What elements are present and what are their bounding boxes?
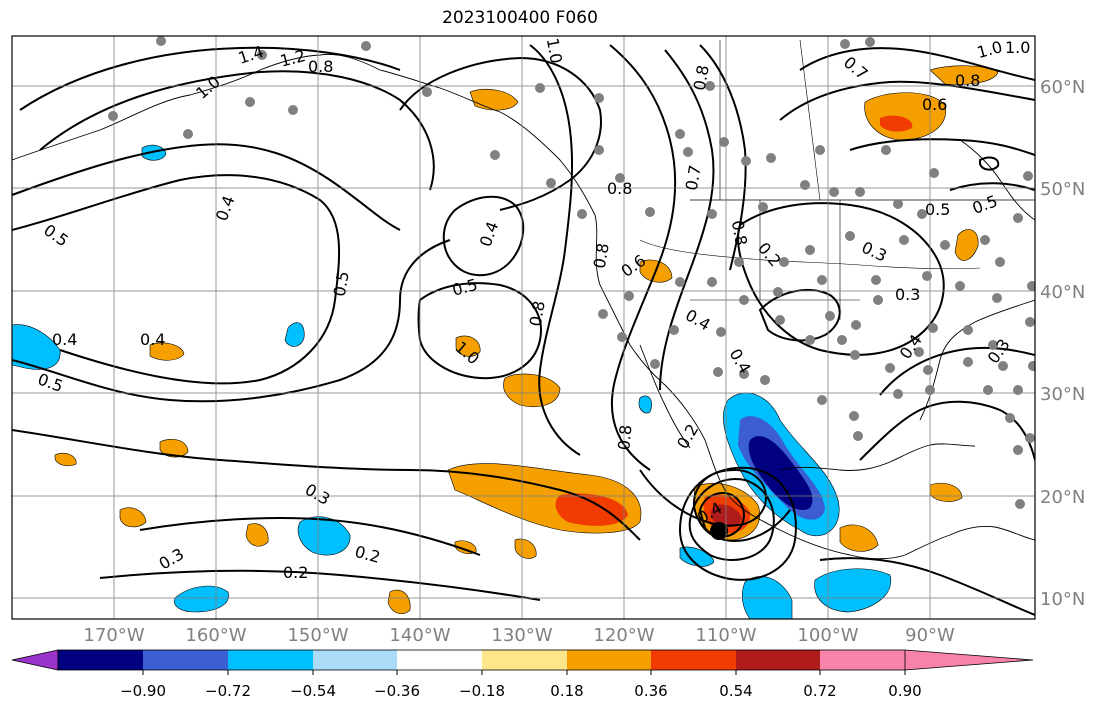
colorbar-ticks: [142, 670, 906, 675]
colorbar-tick-label: −0.90: [120, 682, 166, 700]
contour-label: 0.2: [283, 563, 308, 582]
colorbar-segment: [397, 650, 482, 670]
negative-region-small-4: [679, 546, 715, 567]
colorbar-tick-label: −0.54: [290, 682, 336, 700]
contour-label: 1.0: [1005, 38, 1030, 57]
station-dots: [108, 36, 1035, 509]
colorbar-tick-label: 0.18: [550, 682, 583, 700]
contour-label: 0.4: [140, 330, 165, 349]
contour-label: 0.3: [895, 285, 920, 304]
negative-region-south-2: [297, 516, 351, 556]
lat-label-20n: 20°N: [1040, 487, 1085, 508]
contour-label: 0.8: [614, 424, 635, 451]
contour-label: 0.8: [607, 179, 632, 198]
negative-region-small-2: [141, 144, 167, 161]
contour-label: 1.0: [543, 37, 566, 65]
colorbar-segment: [313, 650, 397, 670]
positive-region-ne-top: [929, 65, 999, 85]
colorbar-segment: [58, 650, 143, 670]
positive-region-west-3: [119, 507, 147, 528]
lon-label-100w: 100°W: [797, 625, 858, 646]
lat-label-50n: 50°N: [1040, 179, 1085, 200]
plot-border: [11, 35, 1036, 620]
lon-label-110w: 110°W: [695, 625, 756, 646]
contour-label: 0.8: [728, 219, 751, 247]
storm-center-marker: [710, 522, 728, 540]
contour-label: 0.5: [925, 200, 950, 219]
lat-label-10n: 10°N: [1040, 589, 1085, 610]
negative-region-small-1: [284, 322, 305, 347]
contour-label: 0.4: [52, 330, 77, 349]
colorbar-tick-labels: −0.90 −0.72 −0.54 −0.36 −0.18 0.18 0.36 …: [120, 682, 922, 700]
negative-core-deep: [748, 436, 813, 510]
contour-label: 0.6: [922, 95, 947, 114]
lon-label-170w: 170°W: [83, 625, 144, 646]
colorbar-tick-label: 0.36: [634, 682, 667, 700]
lat-label-30n: 30°N: [1040, 384, 1085, 405]
positive-region-south-c: [454, 540, 477, 554]
colorbar-segment: [143, 650, 228, 670]
colorbar-segment: [736, 650, 820, 670]
positive-region-35n: [455, 335, 481, 357]
negative-region-south-1: [174, 585, 229, 613]
negative-region-small-3: [638, 395, 652, 414]
colorbar-tick-label: 0.72: [803, 682, 836, 700]
colorbar-tick-label: 0.90: [888, 682, 921, 700]
lon-label-90w: 90°W: [905, 625, 955, 646]
colorbar: −0.90 −0.72 −0.54 −0.36 −0.18 0.18 0.36 …: [11, 649, 1034, 700]
positive-core-northeast: [880, 115, 913, 132]
latitude-labels: 60°N 50°N 40°N 30°N 20°N 10°N: [1040, 77, 1085, 610]
contour-label: 0.8: [590, 242, 613, 270]
positive-region-south-e: [839, 524, 879, 552]
colorbar-tick-label: 0.54: [719, 682, 752, 700]
positive-region-west-1: [149, 342, 185, 361]
contour-label: 0.8: [690, 64, 713, 92]
map-title: 2023100400 F060: [442, 8, 598, 28]
lat-label-60n: 60°N: [1040, 77, 1085, 98]
colorbar-segment: [482, 650, 567, 670]
shaded-fields: [12, 65, 999, 619]
colorbar-extend-low: [11, 649, 59, 671]
positive-region-south-a: [245, 523, 269, 547]
colorbar-tick-label: −0.36: [374, 682, 420, 700]
colorbar-tick-label: −0.72: [205, 682, 251, 700]
positive-core-main: [555, 493, 628, 526]
contour-label: 0.8: [955, 71, 980, 90]
longitude-labels: 170°W 160°W 150°W 140°W 130°W 120°W 110°…: [83, 625, 955, 646]
colorbar-extend-high: [905, 650, 1033, 670]
lat-label-40n: 40°N: [1040, 282, 1085, 303]
positive-region-caribbean: [929, 482, 963, 502]
colorbar-tick-label: −0.18: [459, 682, 505, 700]
positive-region-greatlakes: [954, 229, 979, 261]
positive-region-south-d: [514, 538, 537, 559]
contour-label: 0.8: [526, 299, 549, 327]
positive-region-south-b: [387, 589, 411, 614]
plot-area: [12, 36, 1035, 619]
colorbar-segment: [567, 650, 651, 670]
lon-label-160w: 160°W: [185, 625, 246, 646]
positive-region-west-4: [54, 452, 77, 467]
lon-label-150w: 150°W: [287, 625, 348, 646]
graticule: [12, 36, 1035, 619]
lon-label-120w: 120°W: [593, 625, 654, 646]
contour-label: 0.7: [682, 164, 705, 192]
contour-lines: [12, 44, 1035, 616]
colorbar-segment: [820, 650, 905, 670]
lon-label-130w: 130°W: [491, 625, 552, 646]
colorbar-segment: [228, 650, 313, 670]
colorbar-segment: [651, 650, 736, 670]
contour-label: 0.8: [308, 57, 333, 76]
positive-region-30n: [503, 373, 561, 408]
lon-label-140w: 140°W: [389, 625, 450, 646]
contour-label: 0.5: [330, 270, 353, 298]
negative-region-south-4: [814, 568, 892, 613]
